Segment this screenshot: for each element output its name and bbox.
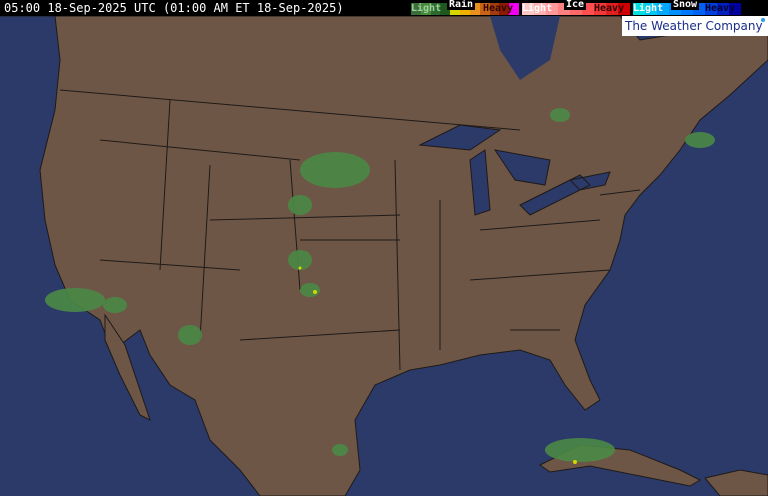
legend-ice: Ice Light Heavy (522, 0, 630, 15)
legend-snow: Snow Light Heavy (633, 0, 741, 15)
legend-rain-swatch (420, 3, 431, 15)
legend-snow-heavy: Heavy (705, 3, 736, 14)
legend-snow-swatch (633, 3, 645, 15)
legend-snow-swatch (729, 3, 741, 15)
legend-snow-title: Snow (671, 0, 700, 10)
legend-ice-title: Ice (564, 0, 587, 10)
timestamp: 05:00 18-Sep-2025 UTC (01:00 AM ET 18-Se… (4, 1, 344, 15)
land-mass (0, 15, 768, 496)
legend-rain-title: Rain (447, 0, 476, 10)
legend-rain-heavy: Heavy (483, 3, 514, 14)
legend-ice-light: Light (522, 3, 553, 14)
legend-snow-swatch (657, 3, 669, 15)
state-borders (59, 89, 641, 371)
legend-ice-swatch (618, 3, 630, 15)
baja-peninsula (104, 313, 151, 421)
legend-ice-heavy: Heavy (594, 3, 625, 14)
precip-legend: Rain Light Heavy Ice Light Heavy Snow Li… (411, 0, 741, 15)
heavy-cells (298, 266, 577, 464)
hudson-bay-south (490, 16, 560, 80)
legend-snow-swatch (645, 3, 657, 15)
weather-company-logo: The Weather Company (622, 16, 768, 36)
legend-rain-swatch (509, 3, 519, 15)
legend-rain-swatch (440, 3, 451, 15)
legend-snow-swatch (705, 3, 717, 15)
legend-rain-light: Light (411, 3, 442, 14)
header-bar: 05:00 18-Sep-2025 UTC (01:00 AM ET 18-Se… (0, 0, 768, 16)
legend-rain: Rain Light Heavy (411, 0, 519, 15)
legend-ice-swatch (522, 3, 534, 15)
legend-ice-swatch (546, 3, 558, 15)
legend-ice-swatch (534, 3, 546, 15)
brand-text: The Weather Company (625, 19, 763, 33)
legend-ice-swatch (606, 3, 618, 15)
legend-rain-swatch (411, 3, 421, 15)
great-lakes (418, 124, 611, 216)
hispaniola (704, 469, 768, 496)
legend-snow-light: Light (633, 3, 664, 14)
legend-rain-swatch (430, 3, 441, 15)
legend-rain-swatch (479, 3, 490, 15)
legend-ice-swatch (594, 3, 606, 15)
logo-dot-icon (761, 18, 765, 22)
legend-rain-swatch (499, 3, 510, 15)
legend-rain-swatch (489, 3, 500, 15)
legend-snow-swatch (717, 3, 729, 15)
